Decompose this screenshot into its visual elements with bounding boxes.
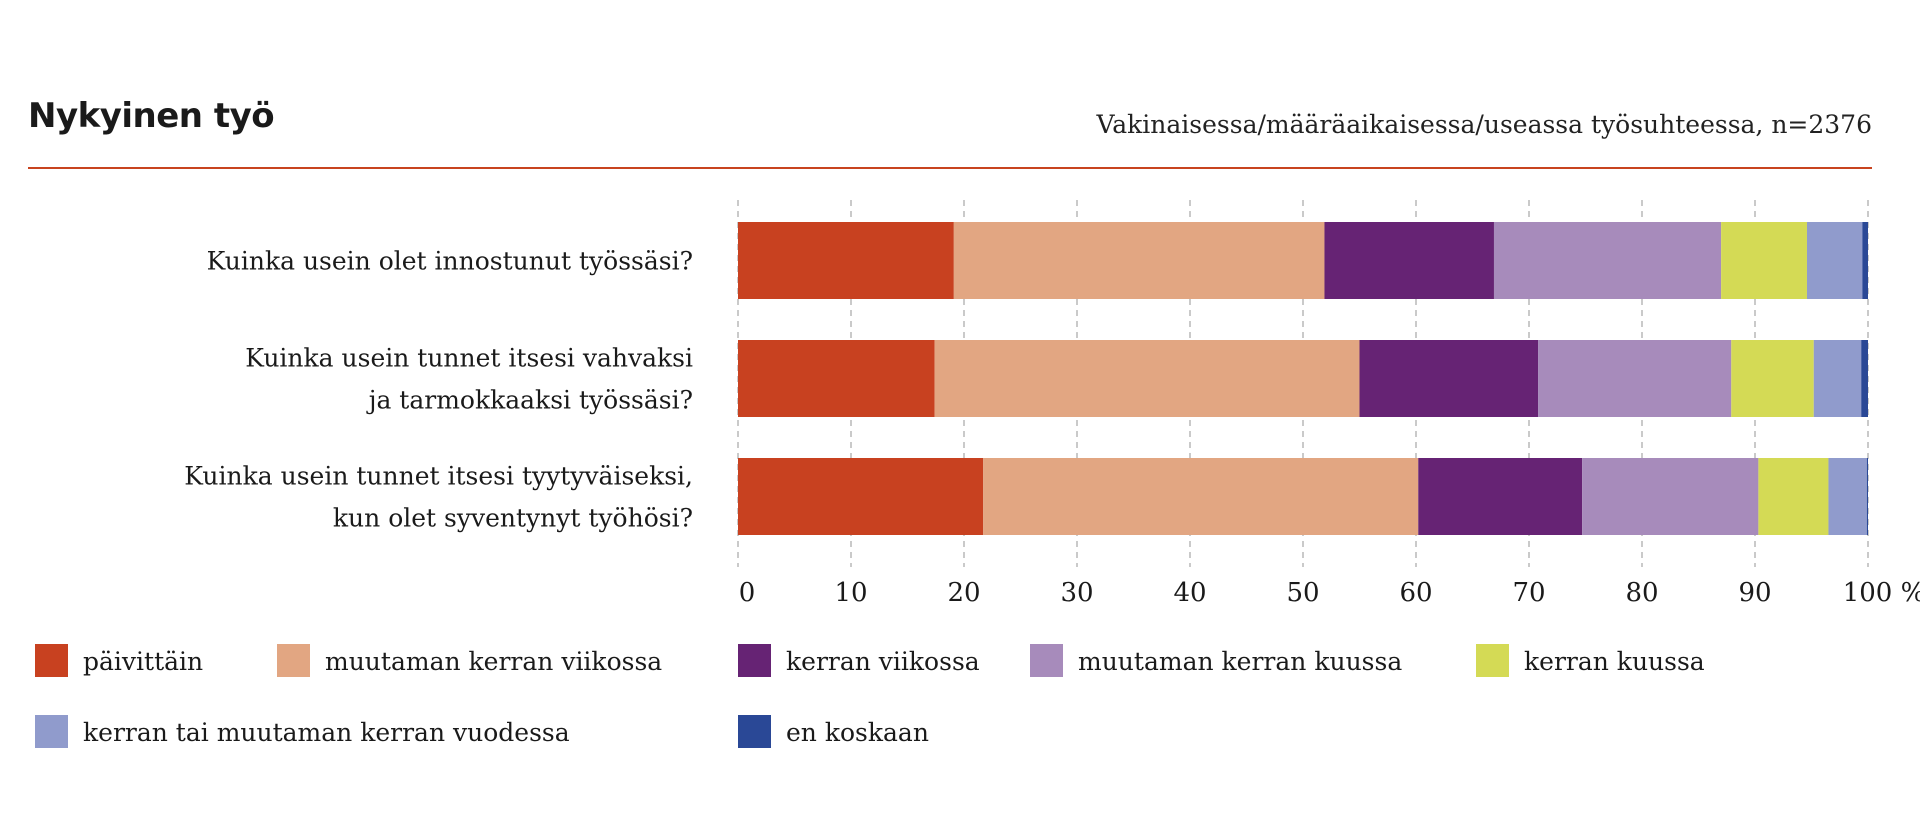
legend: päivittäin muutaman kerran viikossa kerran… [35,644,1705,748]
legend-swatch [738,644,771,677]
x-tick-label: 0 [739,578,756,608]
x-tick-label: 30 [1060,578,1093,608]
bar-segment [1731,340,1814,417]
category-label: Kuinka usein tunnet itsesi vahvaksi [245,344,693,373]
legend-label: kerran kuussa [1524,647,1705,676]
category-label: Kuinka usein olet innostunut työssäsi? [207,247,693,276]
bar-segment [1758,458,1829,535]
bar-segment [1582,458,1759,535]
x-tick-label: 80 [1625,578,1658,608]
bar-segment [738,458,984,535]
bar-segment [738,340,935,417]
bar-segment [1813,340,1862,417]
category-label: Kuinka usein tunnet itsesi tyytyväiseksi… [184,462,693,491]
x-tick-label: 70 [1512,578,1545,608]
bar-segment [1806,222,1863,299]
legend-swatch [277,644,310,677]
legend-label: päivittäin [83,647,203,676]
legend-label: kerran viikossa [786,647,980,676]
legend-swatch [35,644,68,677]
bar-segment [1828,458,1867,535]
legend-label: muutaman kerran kuussa [1078,647,1402,676]
bar-segment [1861,340,1868,417]
bar-segment [1359,340,1539,417]
title-rule [28,167,1872,169]
x-axis-ticks: 0 10 20 30 40 50 60 70 80 90 100 % [739,578,1920,608]
bar-segment [1866,458,1868,535]
x-tick-label: 60 [1399,578,1432,608]
bar-segment [1493,222,1722,299]
bar-segment [1538,340,1732,417]
category-labels: Kuinka usein olet innostunut työssäsi? Ku… [184,247,693,533]
x-tick-label: 10 [834,578,867,608]
chart-title: Nykyinen työ [28,96,275,136]
x-tick-label: 50 [1286,578,1319,608]
chart-subtitle: Vakinaisessa/määräaikaisessa/useassa työ… [1096,110,1872,139]
bar-segment [738,222,954,299]
legend-swatch [1030,644,1063,677]
legend-label: muutaman kerran viikossa [325,647,662,676]
bar-segment [934,340,1360,417]
legend-swatch [738,715,771,748]
bar-segment [983,458,1419,535]
x-tick-label: 20 [947,578,980,608]
bar-segment [953,222,1325,299]
category-label: ja tarmokkaaksi työssäsi? [366,386,693,415]
legend-label: en koskaan [786,718,929,747]
bar-segment [1324,222,1494,299]
legend-swatch [1476,644,1509,677]
legend-swatch [35,715,68,748]
bar-segment [1862,222,1868,299]
x-tick-label: 40 [1173,578,1206,608]
bar-segment [1721,222,1807,299]
bars [738,222,1868,535]
x-tick-label: 90 [1738,578,1771,608]
bar-segment [1418,458,1583,535]
legend-label: kerran tai muutaman kerran vuodessa [83,718,570,747]
x-tick-label: 100 % [1843,578,1920,608]
category-label: kun olet syventynyt työhösi? [333,504,693,533]
